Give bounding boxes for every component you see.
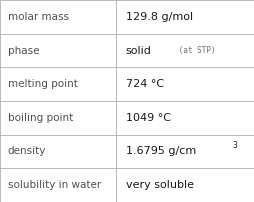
Text: 1.6795 g/cm: 1.6795 g/cm — [126, 146, 196, 157]
Text: 129.8 g/mol: 129.8 g/mol — [126, 12, 193, 22]
Text: density: density — [8, 146, 46, 157]
Text: boiling point: boiling point — [8, 113, 73, 123]
Text: 724 °C: 724 °C — [126, 79, 164, 89]
Text: melting point: melting point — [8, 79, 77, 89]
Text: phase: phase — [8, 45, 39, 56]
Text: 1049 °C: 1049 °C — [126, 113, 171, 123]
Text: solubility in water: solubility in water — [8, 180, 101, 190]
Text: 3: 3 — [232, 141, 237, 150]
Text: solid: solid — [126, 45, 152, 56]
Text: very soluble: very soluble — [126, 180, 194, 190]
Text: (at STP): (at STP) — [174, 46, 216, 55]
Text: molar mass: molar mass — [8, 12, 69, 22]
